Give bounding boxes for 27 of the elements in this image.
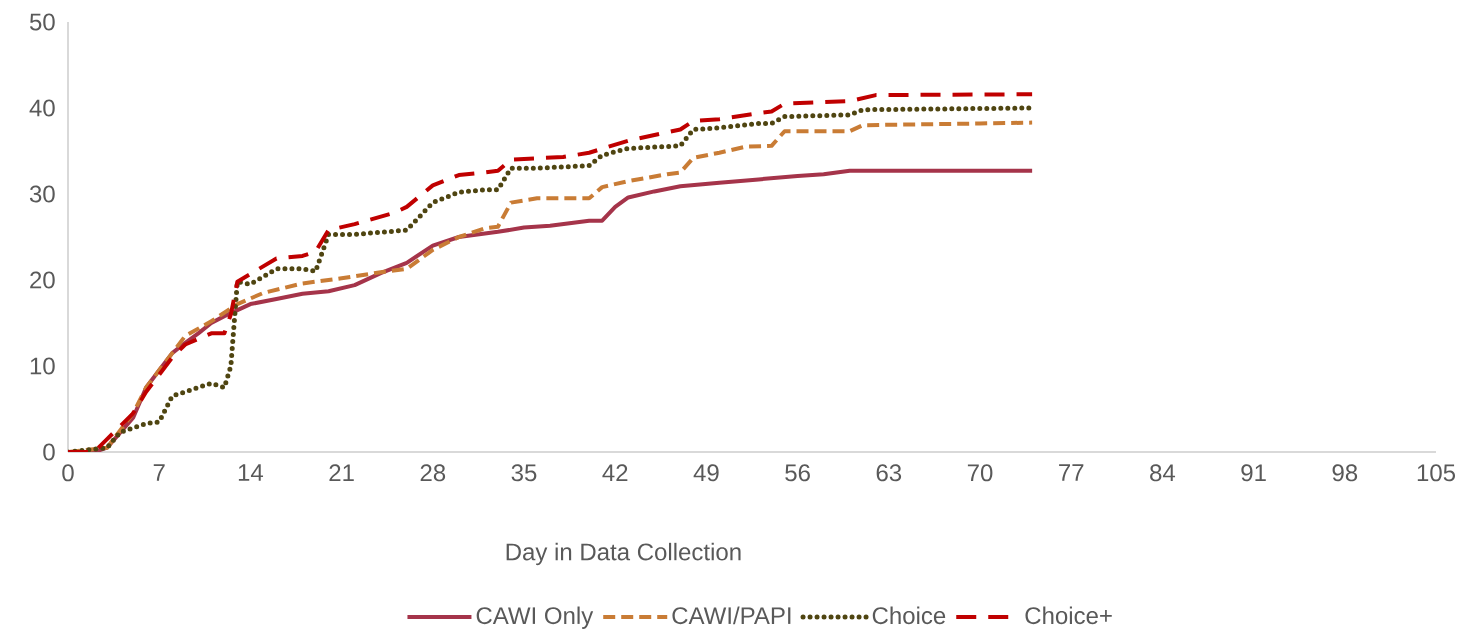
x-tick-label: 77 — [1059, 464, 1084, 481]
legend-label: Choice — [872, 606, 946, 625]
x-tick-label: 105 — [1417, 464, 1456, 482]
x-tick-label: 70 — [967, 464, 993, 482]
y-tick-label: 0 — [43, 443, 55, 461]
x-tick-label: 0 — [62, 464, 74, 482]
x-tick-label: 21 — [329, 464, 354, 482]
y-tick-label: 30 — [29, 185, 55, 203]
x-tick-label: 28 — [420, 464, 446, 482]
y-tick-label: 20 — [30, 271, 55, 289]
x-tick-label: 91 — [1241, 464, 1266, 482]
x-tick-label: 14 — [238, 464, 264, 481]
legend-label: Choice+ — [1025, 606, 1112, 625]
x-tick-label: 7 — [153, 464, 165, 481]
x-tick-label: 84 — [1150, 464, 1176, 482]
y-tick-label: 10 — [30, 357, 55, 375]
x-tick-label: 98 — [1332, 464, 1358, 482]
legend-label: CAWI Only — [476, 606, 594, 629]
x-tick-label: 49 — [693, 464, 719, 482]
x-tick-label: 42 — [602, 464, 628, 482]
x-tick-label: 35 — [511, 464, 537, 482]
y-tick-label: 40 — [29, 99, 55, 117]
legend-label: CAWI/PAPI — [672, 606, 791, 625]
x-axis-title: Day in Data Collection — [506, 542, 741, 566]
y-tick-label: 50 — [29, 13, 55, 31]
x-tick-label: 56 — [785, 464, 810, 482]
x-tick-label: 63 — [876, 464, 902, 482]
